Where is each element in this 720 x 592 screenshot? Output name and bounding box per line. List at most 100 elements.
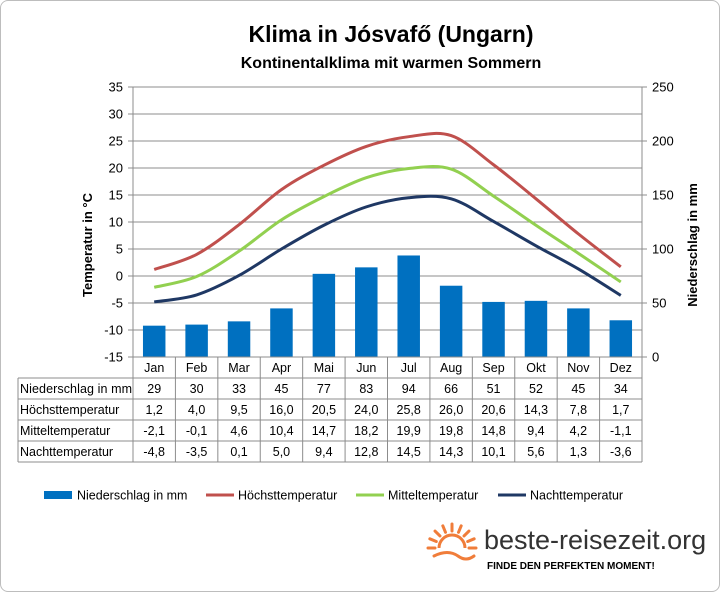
month-label: Mai — [314, 361, 334, 375]
table-cell: 30 — [190, 382, 204, 396]
month-label: Nov — [567, 361, 590, 375]
table-cell: 45 — [571, 382, 585, 396]
table-cell: -4,8 — [143, 445, 165, 459]
temperature-line — [153, 131, 622, 271]
right-tick-label: 200 — [652, 134, 674, 149]
legend: Niederschlag in mm Höchsttemperatur Mittel… — [44, 489, 623, 503]
table-cell: 7,8 — [570, 403, 587, 417]
precipitation-bar — [355, 267, 378, 357]
table-cell: 1,3 — [570, 445, 587, 459]
month-label: Feb — [186, 361, 208, 375]
left-axis-title: Temperatur in °C — [80, 192, 95, 297]
right-tick-label: 150 — [652, 188, 674, 203]
table-cell: -2,1 — [143, 424, 165, 438]
sun-ray — [433, 529, 442, 538]
legend-swatch-bar — [44, 491, 72, 499]
month-label: Jul — [401, 361, 417, 375]
table-cell: 9,4 — [527, 424, 544, 438]
row-label: Höchsttemperatur — [20, 403, 119, 417]
table-cell: -1,1 — [610, 424, 632, 438]
table-cell: 33 — [232, 382, 246, 396]
month-label: Sep — [482, 361, 504, 375]
table-cell: 14,5 — [397, 445, 421, 459]
left-tick-label: 10 — [109, 215, 123, 230]
table-cell: 1,2 — [146, 403, 163, 417]
table-cell: 26,0 — [439, 403, 463, 417]
table-cell: 4,6 — [230, 424, 247, 438]
precipitation-bars — [142, 255, 633, 357]
table-cell: 20,5 — [312, 403, 336, 417]
precipitation-bar — [609, 320, 633, 357]
left-tick-label: -10 — [104, 323, 123, 338]
precipitation-bar — [227, 321, 251, 357]
precipitation-bar — [185, 324, 208, 357]
table-cell: 45 — [275, 382, 289, 396]
right-tick-label: 100 — [652, 242, 674, 257]
month-label: Apr — [272, 361, 291, 375]
legend-label: Mitteltemperatur — [388, 489, 478, 503]
table-cell: 14,8 — [481, 424, 505, 438]
table-cell: 5,0 — [273, 445, 290, 459]
table-cell: 25,8 — [397, 403, 421, 417]
left-tick-label: 20 — [109, 161, 123, 176]
table-cell: 51 — [487, 382, 501, 396]
right-tick-label: 250 — [652, 80, 674, 95]
table-cell: 0,1 — [230, 445, 247, 459]
left-tick-label: -15 — [104, 350, 123, 365]
precipitation-bar — [524, 300, 548, 357]
table-cell: 1,7 — [612, 403, 629, 417]
table-cell: 5,6 — [527, 445, 544, 459]
precipitation-bar — [312, 273, 336, 357]
left-axis-ticks: 35 30 25 20 15 10 5 0 -5 -10 -15 — [104, 80, 123, 365]
table-cell: 14,3 — [524, 403, 548, 417]
table-cell: -3,5 — [186, 445, 208, 459]
table-cell: 12,8 — [354, 445, 378, 459]
table-cell: 14,3 — [439, 445, 463, 459]
left-tick-label: -5 — [111, 296, 123, 311]
month-label: Okt — [526, 361, 546, 375]
row-label: Niederschlag in mm — [20, 382, 132, 396]
table-cell: -0,1 — [186, 424, 208, 438]
sun-arc — [437, 533, 467, 549]
data-table: Jan Feb Mar Apr Mai Jun Jul Aug Sep Okt Nov Dez Nied… — [17, 357, 643, 463]
legend-label: Höchsttemperatur — [238, 489, 337, 503]
left-tick-label: 25 — [109, 134, 123, 149]
month-label: Mar — [228, 361, 250, 375]
table-cell: 19,8 — [439, 424, 463, 438]
precipitation-bar — [439, 285, 463, 357]
table-cell: 4,2 — [570, 424, 587, 438]
table-cell: 52 — [529, 382, 543, 396]
brand-slogan: FINDE DEN PERFEKTEN MOMENT! — [487, 561, 655, 572]
table-cell: 10,4 — [269, 424, 293, 438]
precipitation-bar — [397, 255, 420, 357]
right-tick-label: 0 — [652, 350, 659, 365]
legend-label: Nachttemperatur — [530, 489, 623, 503]
right-axis-title: Niederschlag in mm — [685, 183, 700, 307]
sun-wave — [432, 551, 476, 561]
chart-subtitle: Kontinentalklima mit warmen Sommern — [241, 55, 542, 72]
right-tick-label: 50 — [652, 296, 666, 311]
table-cell: 34 — [614, 382, 628, 396]
sun-ray — [466, 537, 476, 543]
temperature-lines — [153, 131, 622, 304]
precipitation-bar — [482, 301, 505, 357]
chart-title: Klima in Jósvafő (Ungarn) — [249, 21, 534, 47]
temperature-line — [153, 194, 622, 304]
precipitation-bar — [142, 325, 166, 357]
month-label: Jun — [356, 361, 376, 375]
table-cell: 77 — [317, 382, 331, 396]
left-tick-label: 35 — [109, 80, 123, 95]
table-cell: 83 — [359, 382, 373, 396]
table-cell: 94 — [402, 382, 416, 396]
month-label: Aug — [440, 361, 462, 375]
right-axis-ticks: 250 200 150 100 50 0 — [652, 80, 674, 365]
table-cell: 16,0 — [269, 403, 293, 417]
sun-ray — [441, 524, 447, 534]
sun-icon — [426, 522, 478, 561]
sun-ray — [457, 524, 463, 534]
temperature-line — [153, 165, 622, 289]
table-cell: 24,0 — [354, 403, 378, 417]
row-label: Nachttemperatur — [20, 445, 113, 459]
table-cell: 18,2 — [354, 424, 378, 438]
table-cell: 10,1 — [481, 445, 505, 459]
